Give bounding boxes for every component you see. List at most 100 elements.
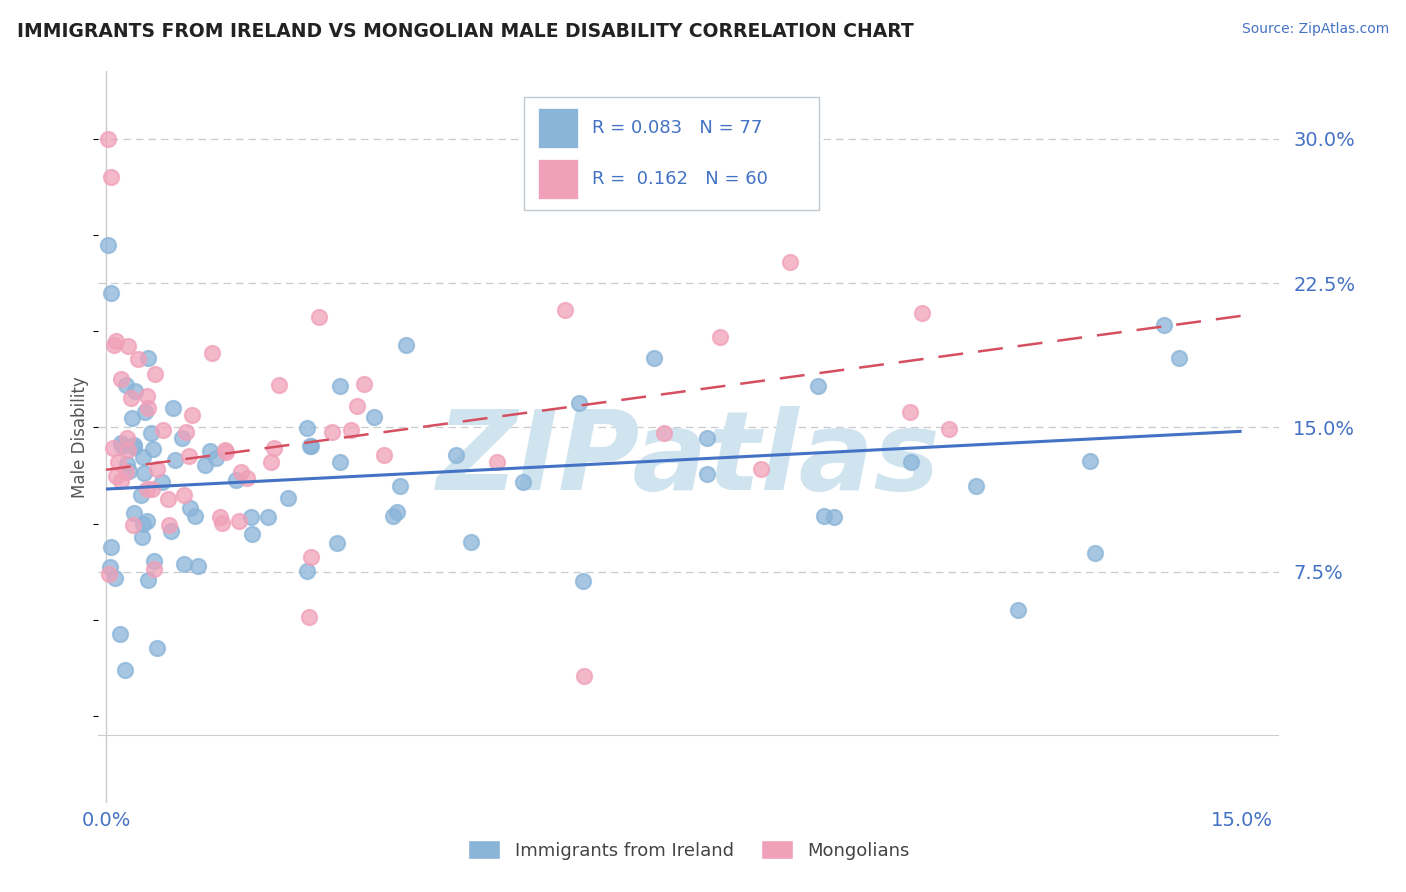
Point [381, 508, 404, 523]
Point [100, 285, 122, 300]
Point [163, 453, 186, 467]
Point [263, 441, 285, 455]
Point [911, 306, 934, 320]
Point [1078, 454, 1101, 468]
Point [1167, 351, 1189, 366]
Point [103, 338, 125, 352]
Point [201, 345, 224, 359]
Point [187, 559, 209, 574]
Point [572, 669, 595, 683]
Point [129, 488, 152, 502]
Point [512, 475, 534, 490]
Point [709, 330, 731, 344]
Point [326, 536, 349, 550]
Point [122, 438, 145, 452]
Point [260, 455, 283, 469]
Point [299, 550, 322, 565]
Point [363, 410, 385, 425]
Point [117, 442, 139, 457]
Point [111, 439, 134, 453]
Point [1007, 603, 1029, 617]
Point [572, 574, 595, 589]
Point [308, 310, 330, 324]
Point [257, 509, 280, 524]
Point [114, 663, 136, 677]
Point [900, 454, 922, 468]
Point [229, 465, 252, 479]
Point [198, 444, 221, 458]
Point [373, 448, 395, 462]
Point [135, 514, 157, 528]
Point [329, 455, 352, 469]
Point [236, 471, 259, 485]
Point [107, 454, 129, 468]
Point [124, 384, 146, 398]
Point [162, 401, 184, 415]
Point [652, 425, 675, 440]
Point [98, 559, 121, 574]
Point [696, 467, 718, 482]
Point [118, 464, 141, 478]
Point [214, 442, 236, 457]
Point [121, 410, 143, 425]
Point [136, 574, 159, 588]
Point [353, 376, 375, 391]
Point [965, 479, 987, 493]
Point [142, 562, 165, 576]
Point [174, 425, 197, 439]
Point [100, 170, 122, 185]
Point [346, 399, 368, 413]
Point [160, 524, 183, 538]
Point [240, 509, 263, 524]
Y-axis label: Male Disability: Male Disability [70, 376, 89, 498]
Point [157, 518, 180, 533]
Point [143, 554, 166, 568]
Point [142, 442, 165, 456]
Point [749, 462, 772, 476]
Point [136, 401, 159, 415]
Point [134, 405, 156, 419]
Bar [537, 159, 578, 199]
Point [329, 378, 352, 392]
Point [105, 469, 128, 483]
Point [205, 450, 228, 465]
Point [131, 450, 153, 464]
Point [1153, 318, 1175, 333]
Point [208, 510, 231, 524]
Point [321, 425, 343, 439]
Point [150, 475, 173, 489]
Point [134, 467, 156, 481]
Point [115, 465, 138, 479]
Point [131, 530, 153, 544]
Point [100, 540, 122, 554]
Point [173, 558, 195, 572]
Point [96, 237, 118, 252]
Point [145, 462, 167, 476]
Text: ZIPatlas: ZIPatlas [437, 406, 941, 513]
Point [340, 423, 363, 437]
Point [115, 457, 138, 471]
Point [179, 501, 201, 516]
Point [117, 339, 139, 353]
Point [108, 627, 131, 641]
Point [172, 431, 194, 445]
Point [143, 368, 166, 382]
Point [103, 441, 125, 455]
Point [135, 389, 157, 403]
Point [277, 491, 299, 505]
Point [1084, 545, 1107, 559]
Point [267, 377, 290, 392]
Point [297, 421, 319, 435]
Point [115, 431, 138, 445]
Point [938, 422, 960, 436]
Point [215, 445, 238, 459]
Point [298, 439, 321, 453]
Point [136, 482, 159, 496]
Point [114, 377, 136, 392]
Point [444, 448, 467, 462]
Point [104, 571, 127, 585]
Point [295, 564, 318, 578]
Point [806, 379, 828, 393]
Point [211, 516, 233, 531]
Point [152, 423, 174, 437]
